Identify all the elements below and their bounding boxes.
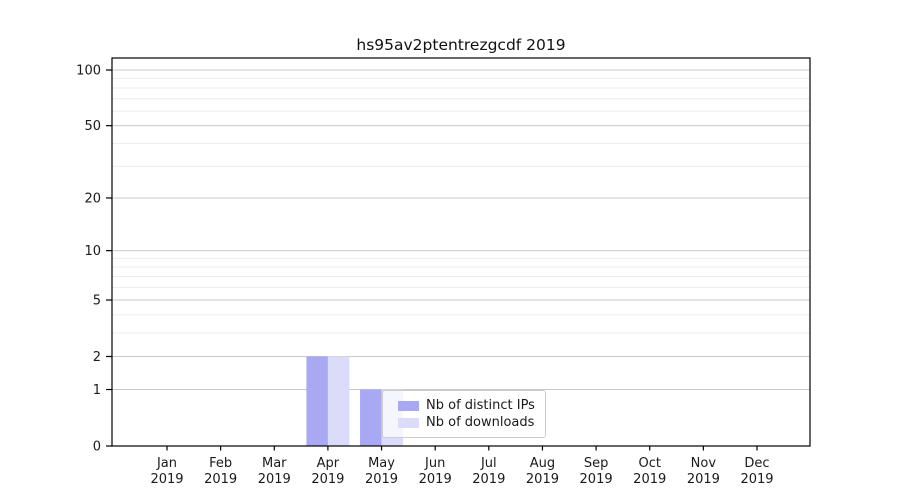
x-tick-label-year-dec: 2019 — [740, 472, 773, 487]
x-tick-label-year-aug: 2019 — [526, 472, 559, 487]
x-tick-label-month-oct: Oct — [638, 456, 660, 471]
chart-title: hs95av2ptentrezgcdf 2019 — [356, 36, 566, 54]
legend-item-downloads: Nb of downloads — [398, 414, 535, 431]
y-tick-label-10: 10 — [84, 244, 101, 259]
legend-label-downloads: Nb of downloads — [426, 415, 535, 430]
x-tick-label-month-jul: Jul — [480, 456, 497, 471]
bar-nb-of-downloads-apr — [327, 356, 350, 446]
x-tick-label-year-sep: 2019 — [580, 472, 613, 487]
bar-nb-of-distinct-ips-may — [360, 389, 382, 446]
y-tick-label-5: 5 — [93, 294, 101, 309]
x-tick-label-year-mar: 2019 — [258, 472, 291, 487]
x-tick-label-month-dec: Dec — [744, 456, 769, 471]
y-tick-label-2: 2 — [93, 350, 101, 365]
x-tick-label-month-jun: Jun — [424, 456, 445, 471]
x-tick-label-month-nov: Nov — [691, 456, 717, 471]
x-tick-label-year-feb: 2019 — [204, 472, 237, 487]
x-tick-label-year-nov: 2019 — [687, 472, 720, 487]
x-tick-label-year-oct: 2019 — [633, 472, 666, 487]
bar-nb-of-distinct-ips-apr — [306, 356, 328, 446]
y-tick-label-0: 0 — [93, 440, 101, 455]
x-tick-label-month-may: May — [368, 456, 395, 471]
y-tick-label-100: 100 — [76, 64, 101, 79]
y-tick-label-20: 20 — [84, 191, 101, 206]
x-tick-label-year-may: 2019 — [365, 472, 398, 487]
x-tick-label-year-jun: 2019 — [419, 472, 452, 487]
x-tick-label-month-feb: Feb — [209, 456, 232, 471]
legend-swatch-downloads — [398, 417, 419, 428]
legend-label-distinct-ips: Nb of distinct IPs — [426, 398, 535, 413]
x-tick-label-year-apr: 2019 — [311, 472, 344, 487]
x-tick-label-month-aug: Aug — [530, 456, 555, 471]
x-tick-label-month-mar: Mar — [262, 456, 287, 471]
x-tick-label-year-jan: 2019 — [150, 472, 183, 487]
x-tick-label-month-apr: Apr — [317, 456, 340, 471]
x-tick-label-month-jan: Jan — [156, 456, 177, 471]
legend-item-distinct-ips: Nb of distinct IPs — [398, 397, 535, 414]
x-tick-label-year-jul: 2019 — [472, 472, 505, 487]
y-tick-label-50: 50 — [84, 119, 101, 134]
y-tick-label-1: 1 — [93, 383, 101, 398]
legend: Nb of distinct IPs Nb of downloads — [382, 390, 546, 438]
x-tick-label-month-sep: Sep — [584, 456, 609, 471]
plot-border — [111, 57, 811, 447]
legend-swatch-distinct-ips — [398, 400, 419, 411]
